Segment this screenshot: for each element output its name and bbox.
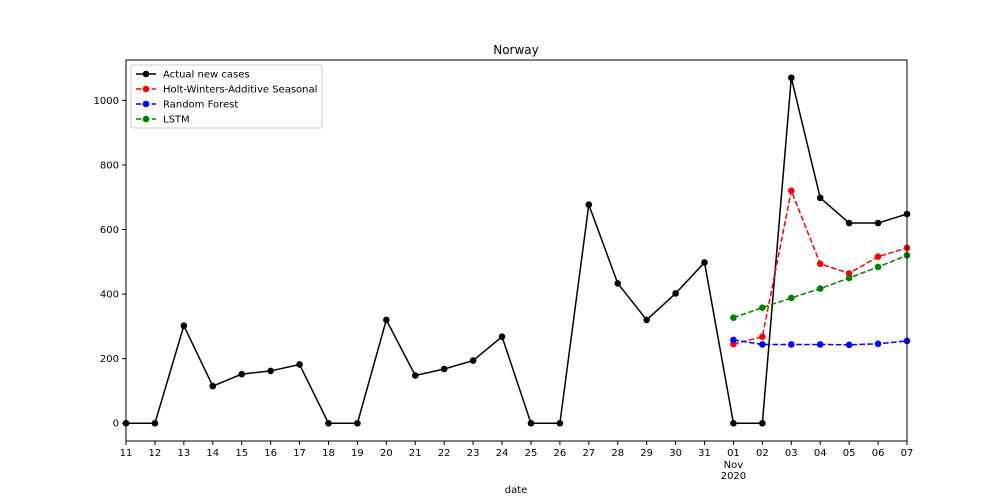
data-point	[325, 419, 332, 427]
x-tick-label: 19	[351, 448, 364, 459]
legend-entry: Random Forest	[163, 100, 238, 111]
y-axis: 0 200 400 600 800 1000	[94, 96, 126, 430]
x-tick-label: 02	[756, 448, 769, 459]
data-point	[759, 419, 766, 427]
y-tick-label: 800	[100, 160, 119, 171]
x-tick-label: 31	[698, 448, 711, 459]
data-point	[209, 382, 217, 390]
y-tick-label: 1000	[94, 96, 119, 107]
x-axis-label: date	[505, 485, 528, 496]
data-point	[267, 367, 274, 375]
plot-frame	[125, 59, 908, 442]
data-point	[874, 263, 882, 271]
legend-entry: LSTM	[163, 115, 190, 126]
data-point	[759, 333, 766, 341]
legend-entry: Holt-Winters-Additive Seasonal	[163, 85, 317, 96]
x-tick-label: 20	[380, 448, 393, 459]
data-point	[498, 333, 506, 341]
y-tick-label: 0	[113, 419, 119, 430]
x-tick-label: 22	[438, 448, 451, 459]
x-tick-label: 04	[814, 448, 827, 459]
y-tick-label: 200	[100, 354, 119, 365]
x-year-label: 2020	[721, 471, 746, 482]
data-point	[354, 419, 361, 427]
data-point	[845, 270, 853, 277]
data-point	[383, 316, 390, 324]
x-tick-label: 12	[149, 448, 162, 459]
data-point	[440, 365, 448, 373]
data-point	[238, 370, 246, 378]
x-tick-label: 25	[525, 448, 538, 459]
data-point	[845, 341, 853, 349]
data-point	[874, 340, 882, 348]
series-line	[126, 77, 908, 424]
data-point	[787, 187, 795, 195]
x-tick-label: 23	[467, 448, 480, 459]
data-point	[180, 322, 188, 330]
data-point	[874, 219, 882, 227]
legend-marker	[142, 85, 150, 93]
data-point	[469, 357, 477, 364]
x-tick-label: 18	[322, 448, 335, 459]
data-point	[730, 314, 737, 321]
data-point	[730, 419, 737, 427]
data-point	[701, 259, 708, 266]
data-point	[527, 419, 535, 427]
data-point	[816, 285, 824, 292]
data-point	[816, 260, 824, 268]
legend: Actual new cases Holt-Winters-Additive Se…	[130, 64, 323, 129]
data-point	[759, 341, 766, 348]
data-point	[614, 280, 622, 287]
x-tick-label: 14	[206, 448, 219, 459]
x-tick-label: 13	[177, 448, 190, 459]
y-tick-label: 400	[100, 290, 119, 301]
legend-marker	[142, 100, 150, 108]
x-tick-label: 07	[901, 448, 914, 459]
x-tick-label: 26	[554, 448, 567, 459]
x-tick-label: 21	[409, 448, 422, 459]
data-point	[845, 219, 853, 227]
x-tick-label: 29	[640, 448, 653, 459]
x-tick-label: 03	[785, 448, 798, 459]
x-tick-label: 30	[669, 448, 682, 459]
data-point	[411, 372, 419, 379]
data-point	[845, 274, 853, 282]
x-tick-label: 16	[264, 448, 277, 459]
data-point	[759, 304, 766, 311]
y-tick-label: 600	[100, 225, 119, 236]
legend-marker	[142, 115, 150, 123]
x-tick-label: 24	[496, 448, 509, 459]
x-axis: 11 12 13 14 15 16 17 18 19 20 21 22 23 24 25 26 27 28 29 30…	[120, 441, 914, 459]
x-tick-label: 05	[843, 448, 856, 459]
data-point	[585, 201, 593, 208]
chart-title: Norway	[493, 43, 539, 57]
data-point	[672, 290, 679, 297]
x-tick-label: 06	[872, 448, 885, 459]
data-point	[874, 253, 882, 260]
legend-entry: Actual new cases	[163, 70, 250, 81]
data-point	[787, 74, 795, 82]
data-point	[151, 419, 159, 427]
legend-box	[130, 64, 323, 129]
x-tick-label: 01	[727, 448, 740, 459]
x-tick-label: 15	[235, 448, 248, 459]
x-tick-label: 28	[611, 448, 624, 459]
x-tick-label: 17	[293, 448, 306, 459]
data-point	[787, 341, 795, 348]
data-point	[816, 341, 824, 348]
data-point	[787, 294, 795, 302]
data-point	[296, 361, 303, 368]
x-tick-label: 27	[582, 448, 595, 459]
data-point	[556, 419, 564, 427]
data-point	[643, 316, 650, 324]
plot-area	[122, 74, 911, 427]
x-month-label: Nov	[724, 460, 744, 471]
data-point	[730, 336, 737, 344]
data-point	[816, 194, 824, 202]
x-tick-label: 11	[120, 448, 133, 459]
legend-marker	[142, 70, 150, 78]
